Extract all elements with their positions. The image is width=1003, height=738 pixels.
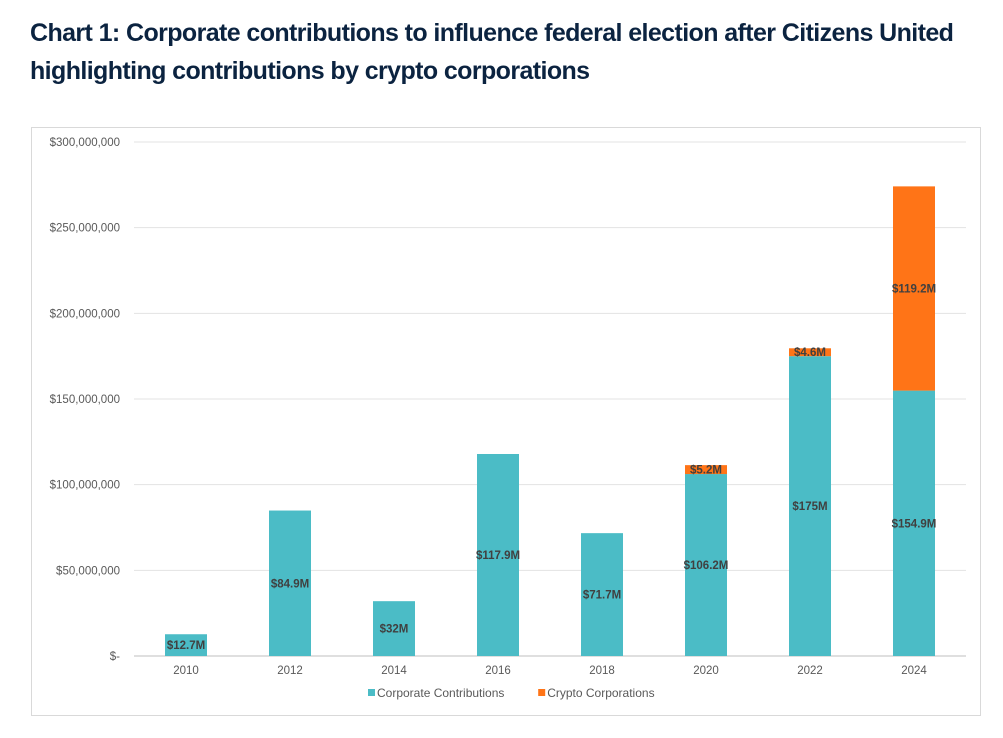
bar-corporate — [789, 356, 831, 656]
y-tick-label: $200,000,000 — [50, 308, 120, 320]
data-label: $12.7M — [167, 640, 205, 652]
x-tick-label: 2020 — [693, 665, 719, 677]
y-tick-label: $50,000,000 — [56, 565, 120, 577]
data-label: $119.2M — [892, 283, 936, 295]
x-tick-label: 2022 — [797, 665, 823, 677]
data-label: $71.7M — [583, 590, 621, 602]
x-tick-label: 2010 — [173, 665, 199, 677]
bar-crypto — [685, 465, 727, 475]
chart-title: Chart 1: Corporate contributions to infl… — [30, 19, 954, 85]
x-tick-label: 2024 — [901, 665, 927, 677]
bar-corporate — [893, 390, 935, 656]
y-tick-label: $- — [110, 651, 120, 663]
x-tick-label: 2016 — [485, 665, 511, 677]
x-tick-label: 2018 — [589, 665, 615, 677]
bar-corporate — [685, 474, 727, 656]
data-label: $32M — [380, 624, 409, 636]
legend-label: Crypto Corporations — [547, 686, 654, 700]
data-label: $5.2M — [690, 465, 722, 477]
bar-corporate — [373, 601, 415, 656]
x-tick-label: 2012 — [277, 665, 303, 677]
bar-corporate — [269, 510, 311, 656]
x-tick-label: 2014 — [381, 665, 407, 677]
bar-crypto — [893, 186, 935, 391]
data-label: $154.9M — [892, 518, 937, 530]
bar-corporate — [581, 533, 623, 656]
legend-swatch-crypto — [538, 689, 546, 696]
legend-swatch-corporate — [368, 689, 375, 696]
bar-crypto — [789, 348, 831, 357]
y-tick-label: $250,000,000 — [50, 223, 120, 235]
data-label: $84.9M — [271, 578, 309, 590]
legend-label: Corporate Contributions — [377, 686, 504, 700]
data-label: $175M — [792, 501, 827, 513]
bar-corporate — [165, 634, 207, 656]
data-label: $106.2M — [684, 560, 729, 572]
bar-corporate — [477, 453, 519, 656]
y-tick-label: $150,000,000 — [50, 394, 120, 406]
y-tick-label: $100,000,000 — [50, 480, 120, 492]
y-tick-label: $300,000,000 — [50, 137, 120, 149]
data-label: $117.9M — [476, 550, 520, 562]
data-label: $4.6M — [794, 347, 826, 359]
